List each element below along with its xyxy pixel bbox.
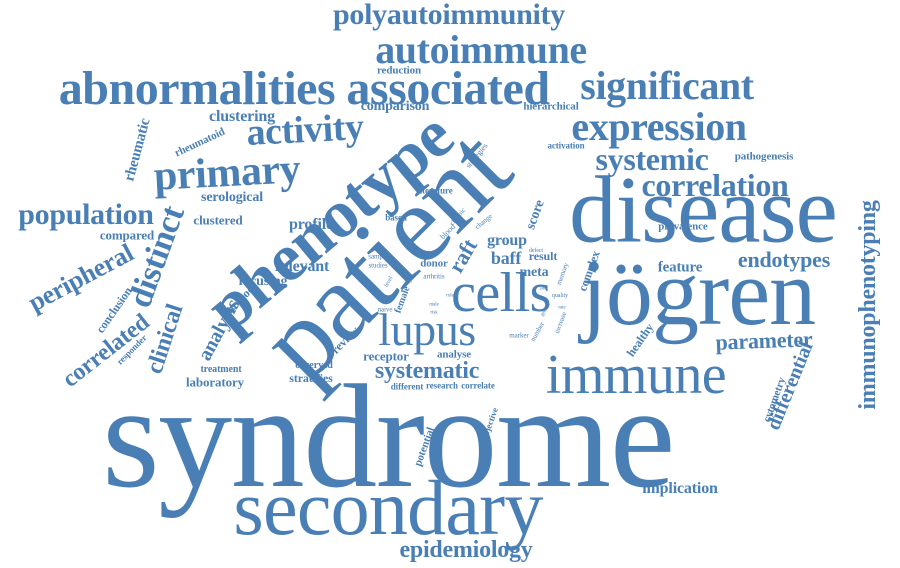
word-research: research [426,380,458,391]
word-prevalence: prevalence [658,220,708,233]
word-site: site [539,286,547,292]
word-male: male [429,302,439,308]
word-analyse: analyse [436,348,472,361]
word-immunophenotyping: immunophenotyping [855,200,881,410]
word-increase: increase [552,310,569,335]
word-immune: immune [545,344,727,406]
word-serological: serological [201,190,263,205]
word-pathogenesis: pathogenesis [734,150,794,163]
word-hierarchical: hierarchical [523,100,579,113]
word-compared: compared [99,227,155,243]
word-observed: observed [295,360,333,371]
word-disease: disease [569,156,838,263]
word-profile: profile [289,216,333,233]
word-score: score [523,198,548,232]
word-epidemiology: epidemiology [399,537,533,563]
word-population: population [18,198,154,231]
word-clustering: clustering [209,108,275,125]
word-correlate: correlate [461,380,495,391]
word-group: group [487,232,527,249]
word-focusing: focusing [238,274,288,289]
word-activation: activation [547,140,585,151]
word-role: role [446,293,454,299]
word-different: different [390,381,424,392]
word-implication: implication [642,480,718,497]
word-naive: naive [377,305,393,314]
word-correlation: correlation [641,167,789,203]
word-based: based [385,212,407,223]
word-reduction: reduction [376,64,422,77]
word-stratifies: stratifies [289,371,333,385]
word-secondary: secondary [233,464,543,551]
word-significant: significant [580,63,754,108]
word-rate: rate [558,305,566,311]
word-expression: expression [571,104,747,149]
word-endotypes: endotypes [737,247,831,272]
word-memory: memory [554,261,571,286]
word-relevant: relevant [274,258,330,275]
word-result: result [528,249,558,263]
word-studies: studies [368,261,388,270]
word-cells: cells [451,262,551,324]
word-baff: baff [490,248,522,268]
word-feature: feature [657,259,703,276]
word-marker: marker [509,331,529,340]
word-arthritis: arthritis [423,272,445,281]
word-jogren: jögren [580,241,816,345]
word-comparison: comparison [360,99,430,114]
word-autoimmune: autoimmune [375,27,587,72]
word-rheumatic: rheumatic [121,116,154,184]
word-meta: meta [519,265,549,280]
word-polyautoimmunity: polyautoimmunity [333,0,565,31]
word-systematic: systematic [374,358,480,384]
word-syndrome: syndrome [102,355,675,519]
word-risk: risk [430,310,438,316]
word-defect: defect [528,248,544,254]
word-clustered: clustered [193,212,243,228]
word-receptor: receptor [363,348,409,364]
word-donor: donor [420,257,448,270]
word-treatment: treatment [200,364,242,375]
word-lupus: lupus [378,304,476,355]
word-abnormalities: abnormalities [58,62,336,115]
word-literature: literature [417,185,453,196]
word-number: number [528,320,547,343]
word-associated: associated [346,62,550,115]
word-quality: quality [551,293,569,299]
word-sample: sample [368,252,388,261]
word-laboratory: laboratory [186,374,244,390]
word-systemic: systemic [595,141,709,177]
